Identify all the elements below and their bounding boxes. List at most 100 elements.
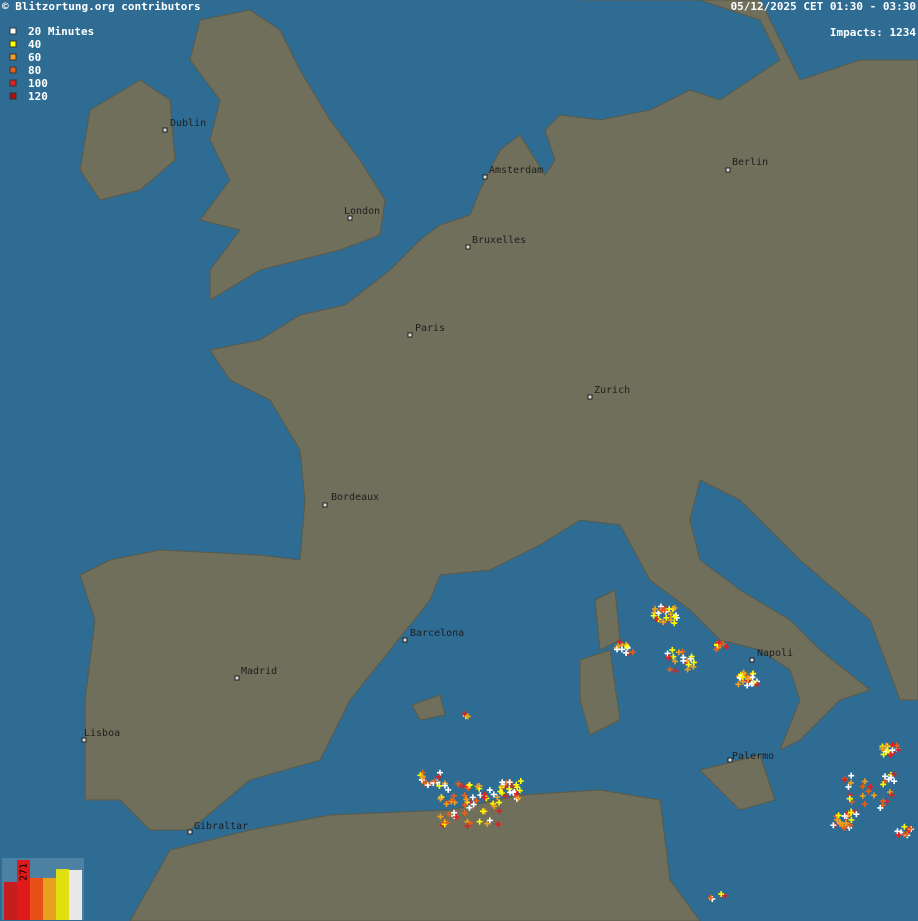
strike [841,824,848,831]
strike [497,788,504,795]
city-dot [407,332,413,338]
strike [480,808,487,815]
credit: © Blitzortung.org contributors [2,0,201,13]
strike [424,782,431,789]
strike [861,778,868,785]
strike [666,666,673,673]
strike [513,790,520,797]
strike [664,650,671,657]
city-dot [187,829,193,835]
strike [450,792,457,799]
strike [466,782,473,789]
strike [445,786,452,793]
strike [495,821,502,828]
strike [464,823,471,830]
histogram-bar [30,877,43,920]
strike [859,792,866,799]
legend-label: 120 [28,90,48,103]
city-dot [727,757,733,763]
strike [830,822,837,829]
strike [859,783,866,790]
strike [754,681,761,688]
strike [879,746,886,753]
strike [846,795,853,802]
city-label: Lisboa [84,728,120,739]
city-dot [162,127,168,133]
strike [672,667,679,674]
strike [476,818,483,825]
strike [722,892,729,899]
strike [870,792,877,799]
city-label: Paris [415,323,445,334]
strike [718,891,725,898]
strike [887,751,894,758]
city-label: Gibraltar [194,821,248,832]
histogram-bar [43,877,56,920]
histogram-bar [4,881,17,920]
strike [707,894,714,901]
city-dot [81,737,87,743]
city-label: Napoli [757,648,793,659]
city-label: Berlin [732,157,768,168]
strike [744,682,751,689]
strike [458,782,465,789]
strike [437,813,444,820]
strike [435,774,442,781]
strike [888,792,895,799]
sardinia [579,649,621,736]
strike [464,713,471,720]
strike [516,787,523,794]
strike [739,674,746,681]
strike [882,742,889,749]
strike [461,801,468,808]
strike [841,813,848,820]
strike [466,804,473,811]
city-label: Madrid [241,666,277,677]
strike [506,779,513,786]
strike [843,820,850,827]
strike [444,819,451,826]
strike [900,831,907,838]
strike [842,776,849,783]
legend-swatch [9,40,17,48]
strike [880,751,887,758]
corsica [594,589,621,651]
strike [680,657,687,664]
strike [901,823,908,830]
strike [455,780,462,787]
strike [845,783,852,790]
legend-swatch [9,66,17,74]
city-label: Bordeaux [331,492,379,503]
strike [672,658,679,665]
strike [894,746,901,753]
legend-swatch [9,53,17,61]
strikes [417,603,915,902]
strike [749,674,756,681]
histogram: 271 [4,860,82,920]
city-label: Palermo [732,751,774,762]
strike [880,798,887,805]
strike [461,810,468,817]
strike [740,669,747,676]
city-dot [322,502,328,508]
strike [449,797,456,804]
city-label: Dublin [170,118,206,129]
strike [671,620,678,627]
strike [668,617,675,624]
strike [623,649,630,656]
strike [881,773,888,780]
strike [486,787,493,794]
histogram-bar [56,869,69,920]
sicily [699,754,776,811]
strike [470,801,477,808]
time-range: 05/12/2025 CET 01:30 - 03:30 [731,0,916,13]
strike [652,605,659,612]
strike [861,801,868,808]
strike [907,825,914,832]
city-dot [587,394,593,400]
city-dot [482,174,488,180]
strike [513,781,520,788]
city-dot [725,167,731,173]
